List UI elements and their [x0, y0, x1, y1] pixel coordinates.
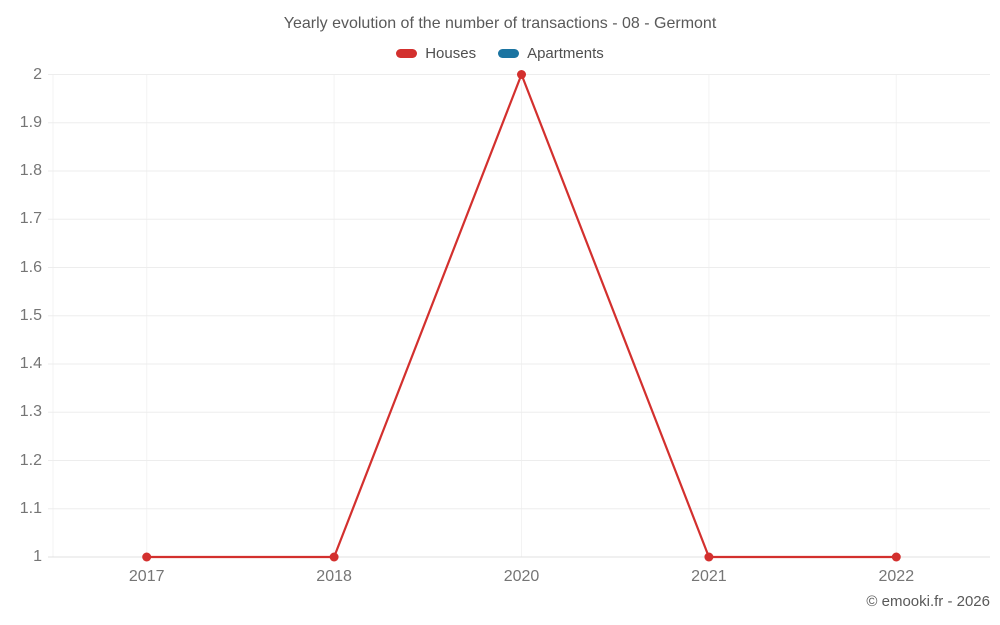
- y-tick-label: 1.3: [19, 403, 42, 421]
- y-tick-label: 1.5: [19, 306, 42, 324]
- x-tick-label: 2021: [691, 568, 727, 585]
- y-tick-label: 1.2: [19, 451, 42, 469]
- legend-label: Houses: [425, 45, 477, 62]
- legend-swatch-icon: [396, 49, 418, 58]
- x-tick-label: 2022: [878, 568, 915, 585]
- data-point-houses[interactable]: [329, 552, 339, 562]
- y-tick-label: 1.4: [19, 355, 42, 372]
- x-tick-label: 2017: [128, 568, 165, 585]
- y-tick-label: 2: [33, 65, 42, 83]
- y-tick-label: 1.1: [19, 499, 42, 517]
- y-tick-label: 1.9: [19, 113, 42, 131]
- legend-swatch-icon: [498, 49, 520, 58]
- x-tick-label: 2018: [316, 568, 352, 585]
- legend-label: Apartments: [527, 45, 604, 62]
- copyright-text: © emooki.fr - 2026: [866, 593, 990, 610]
- y-tick-label: 1.6: [19, 258, 42, 276]
- data-point-houses[interactable]: [517, 70, 526, 79]
- legend: Houses Apartments: [0, 45, 1000, 62]
- y-tick-label: 1: [33, 548, 42, 565]
- data-point-houses[interactable]: [891, 552, 901, 562]
- x-tick-label: 2020: [503, 568, 540, 585]
- legend-item-apartments[interactable]: Apartments: [498, 45, 604, 62]
- y-tick-label: 1.7: [19, 210, 42, 228]
- data-point-houses[interactable]: [142, 552, 152, 562]
- y-tick-label: 1.8: [19, 162, 42, 179]
- data-point-houses[interactable]: [704, 552, 714, 562]
- legend-item-houses[interactable]: Houses: [396, 45, 476, 62]
- chart-title: Yearly evolution of the number of transa…: [283, 15, 717, 32]
